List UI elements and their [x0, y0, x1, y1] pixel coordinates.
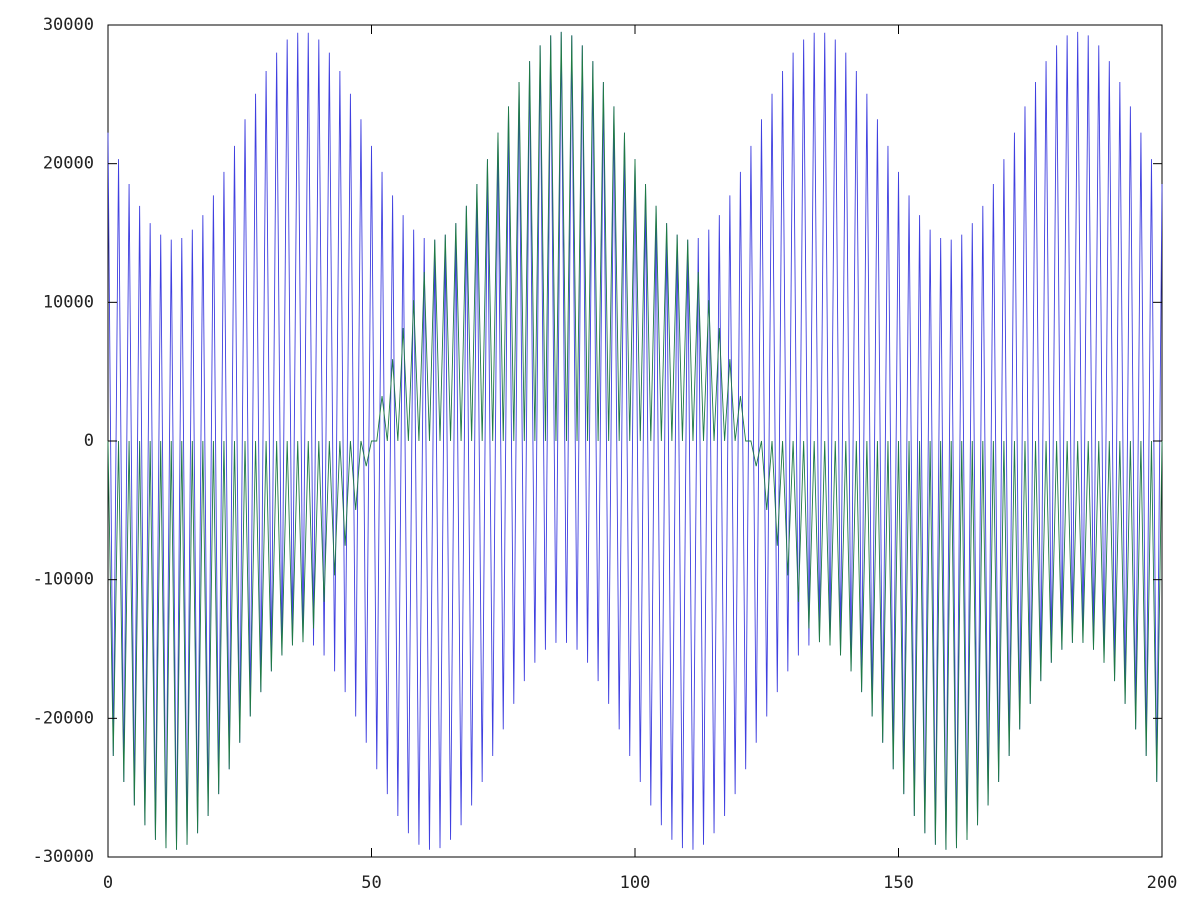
series-line — [107, 31, 1163, 850]
y-tick-label: 30000 — [43, 15, 94, 35]
x-tick-label: 50 — [361, 873, 381, 893]
series-line — [107, 31, 1163, 850]
y-tick-label: 20000 — [43, 154, 94, 174]
y-tick-label: -20000 — [33, 708, 94, 728]
x-tick-label: 0 — [103, 873, 113, 893]
y-tick-label: 10000 — [43, 292, 94, 312]
y-tick-label: 0 — [84, 431, 94, 451]
x-tick-label: 200 — [1147, 873, 1178, 893]
x-tick-label: 150 — [883, 873, 914, 893]
y-tick-label: -30000 — [33, 847, 94, 867]
x-tick-label: 100 — [620, 873, 651, 893]
y-tick-label: -10000 — [33, 570, 94, 590]
